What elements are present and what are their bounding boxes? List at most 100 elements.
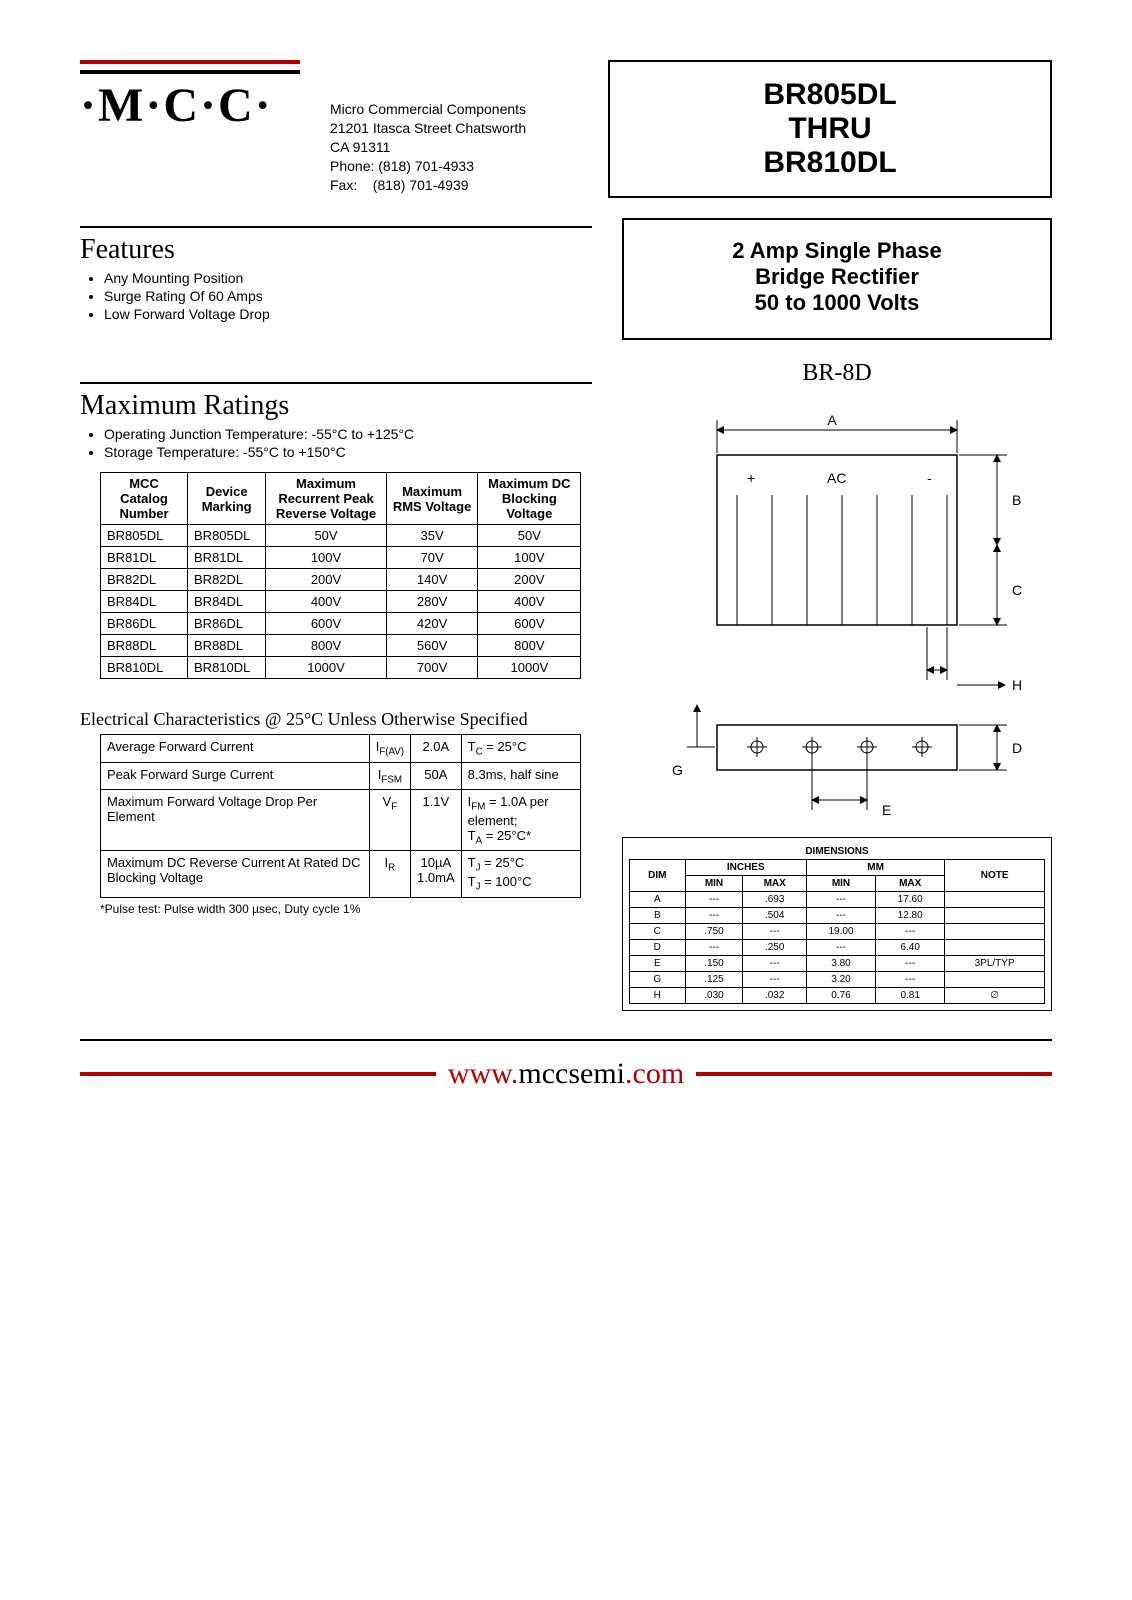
table-cell: 6.40 <box>876 940 945 956</box>
max-ratings-notes: Operating Junction Temperature: -55°C to… <box>104 426 592 460</box>
dim-colhead: MAX <box>876 876 945 892</box>
table-cell: 50V <box>478 525 581 547</box>
dim-unit-header: MM <box>806 860 944 876</box>
table-cell: --- <box>685 940 743 956</box>
footer-url-part: www. <box>448 1057 519 1090</box>
dim-colhead: NOTE <box>945 860 1045 892</box>
table-cell: 140V <box>386 569 478 591</box>
footer-url-part: mccsemi <box>518 1057 625 1090</box>
table-cell: BR810DL <box>101 657 188 679</box>
dim-label-b: B <box>1012 492 1021 508</box>
logo-text: ·M·C·C· <box>80 78 300 133</box>
product-header-line: THRU <box>640 112 1020 146</box>
company-fax: Fax: (818) 701-4939 <box>330 176 526 195</box>
table-cell: 420V <box>386 613 478 635</box>
description-box: 2 Amp Single Phase Bridge Rectifier 50 t… <box>622 218 1052 340</box>
dim-colhead: MIN <box>806 876 875 892</box>
footer-url-part: .com <box>625 1057 684 1090</box>
table-cell: 2.0A <box>411 735 462 763</box>
table-cell: .504 <box>743 908 806 924</box>
table-cell: 800V <box>266 635 386 657</box>
table-cell: 280V <box>386 591 478 613</box>
table-cell <box>945 908 1045 924</box>
table-cell: .750 <box>685 924 743 940</box>
table-cell <box>945 892 1045 908</box>
table-cell: C <box>630 924 686 940</box>
table-cell: Maximum DC Reverse Current At Rated DC B… <box>101 851 370 897</box>
table-cell: H <box>630 988 686 1004</box>
table-row: BR81DLBR81DL100V70V100V <box>101 547 581 569</box>
table-cell: 100V <box>478 547 581 569</box>
table-cell: BR805DL <box>188 525 266 547</box>
table-cell: BR810DL <box>188 657 266 679</box>
table-cell: --- <box>806 892 875 908</box>
table-cell: BR81DL <box>188 547 266 569</box>
polarity-plus: + <box>747 470 755 486</box>
feature-item: Any Mounting Position <box>104 270 592 286</box>
table-row: E.150---3.80---3PL/TYP <box>630 956 1045 972</box>
description-line: 2 Amp Single Phase <box>644 238 1030 264</box>
features-heading: Features <box>80 234 592 266</box>
table-cell: 3.20 <box>806 972 875 988</box>
table-cell: IR <box>369 851 410 897</box>
max-ratings-heading: Maximum Ratings <box>80 390 592 422</box>
dim-label-g: G <box>672 762 683 778</box>
table-cell: 19.00 <box>806 924 875 940</box>
description-line: Bridge Rectifier <box>644 264 1030 290</box>
table-cell: 600V <box>478 613 581 635</box>
dim-label-d: D <box>1012 740 1022 756</box>
polarity-ac: AC <box>827 470 846 486</box>
features-list: Any Mounting Position Surge Rating Of 60… <box>104 270 592 322</box>
table-cell: .150 <box>685 956 743 972</box>
table-cell: 12.80 <box>876 908 945 924</box>
table-cell: 700V <box>386 657 478 679</box>
dimensions-title: DIMENSIONS <box>630 844 1045 860</box>
table-cell: Average Forward Current <box>101 735 370 763</box>
table-cell: A <box>630 892 686 908</box>
table-cell: 50V <box>266 525 386 547</box>
divider <box>80 226 592 228</box>
dim-colhead: MIN <box>685 876 743 892</box>
table-cell: --- <box>876 924 945 940</box>
table-cell: --- <box>806 940 875 956</box>
table-cell: BR84DL <box>188 591 266 613</box>
logo-rule-bottom <box>80 70 300 74</box>
table-cell: --- <box>743 924 806 940</box>
table-cell: BR805DL <box>101 525 188 547</box>
table-row: G.125---3.20--- <box>630 972 1045 988</box>
max-ratings-note: Storage Temperature: -55°C to +150°C <box>104 444 592 460</box>
table-cell: 1000V <box>266 657 386 679</box>
table-cell: BR84DL <box>101 591 188 613</box>
table-cell: .250 <box>743 940 806 956</box>
dimensions-box: DIMENSIONS DIM INCHES MM NOTE MIN MAX MI… <box>622 837 1052 1011</box>
company-block: Micro Commercial Components 21201 Itasca… <box>330 60 526 194</box>
table-row: H.030.0320.760.81∅ <box>630 988 1045 1004</box>
dim-label-h: H <box>1012 677 1022 693</box>
table-cell: IFM = 1.0A per element;TA = 25°C* <box>461 790 581 851</box>
table-row: BR810DLBR810DL1000V700V1000V <box>101 657 581 679</box>
table-cell: .032 <box>743 988 806 1004</box>
table-cell: 400V <box>266 591 386 613</box>
ratings-header: Maximum Recurrent Peak Reverse Voltage <box>266 473 386 525</box>
divider <box>80 1039 1052 1041</box>
table-cell: BR88DL <box>188 635 266 657</box>
logo-block: ·M·C·C· <box>80 60 300 133</box>
table-row: BR82DLBR82DL200V140V200V <box>101 569 581 591</box>
table-cell <box>945 972 1045 988</box>
table-row: BR805DLBR805DL50V35V50V <box>101 525 581 547</box>
ratings-header: Device Marking <box>188 473 266 525</box>
elec-table: Average Forward CurrentIF(AV)2.0ATC = 25… <box>100 734 581 898</box>
table-row: Average Forward CurrentIF(AV)2.0ATC = 25… <box>101 735 581 763</box>
table-cell: TJ = 25°CTJ = 100°C <box>461 851 581 897</box>
dimensions-table: DIMENSIONS DIM INCHES MM NOTE MIN MAX MI… <box>629 844 1045 1004</box>
max-ratings-note: Operating Junction Temperature: -55°C to… <box>104 426 592 442</box>
table-row: D---.250---6.40 <box>630 940 1045 956</box>
table-cell: BR86DL <box>188 613 266 635</box>
table-row: C.750---19.00--- <box>630 924 1045 940</box>
table-cell: --- <box>685 892 743 908</box>
dim-label-c: C <box>1012 582 1022 598</box>
table-cell <box>945 924 1045 940</box>
table-row: Maximum DC Reverse Current At Rated DC B… <box>101 851 581 897</box>
table-cell: 3.80 <box>806 956 875 972</box>
polarity-minus: - <box>927 470 932 486</box>
